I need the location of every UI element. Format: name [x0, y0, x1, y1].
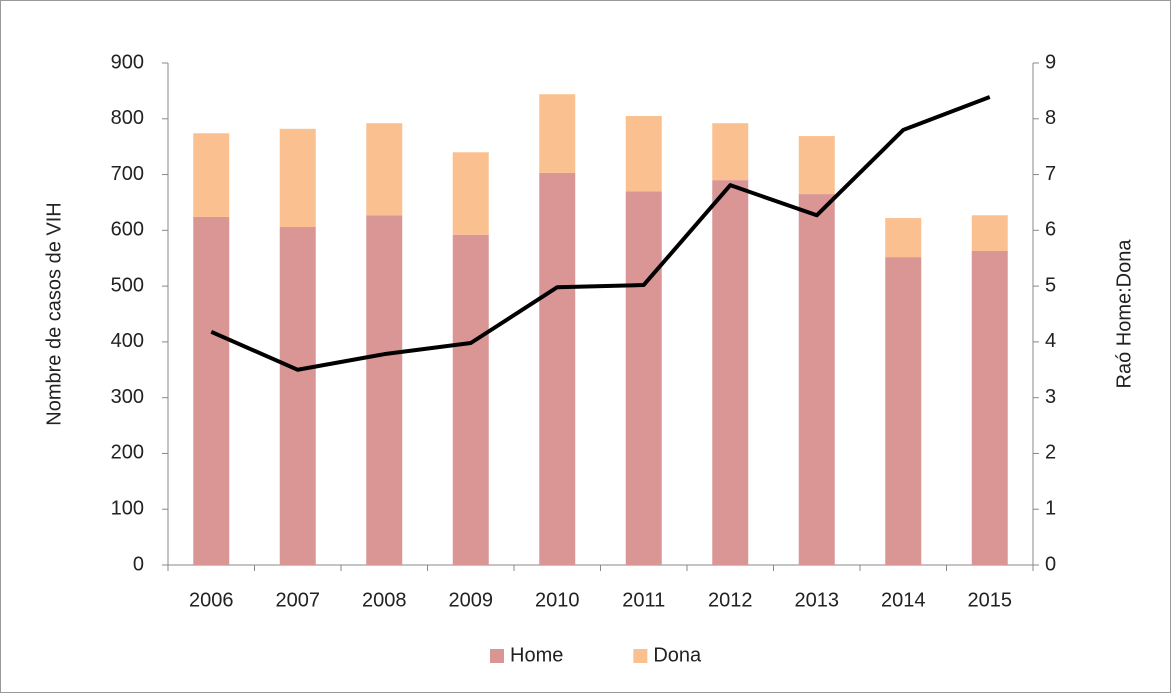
bar: [366, 215, 403, 566]
y2-tick-label: 2: [1045, 442, 1056, 464]
bar: [193, 133, 230, 217]
x-tick-label: 2013: [795, 589, 840, 611]
y2-tick-label: 4: [1045, 330, 1056, 352]
y2-tick-label: 9: [1045, 51, 1056, 73]
y-tick-label: 700: [111, 163, 144, 185]
bar: [798, 194, 835, 566]
x-tick-label: 2015: [968, 589, 1013, 611]
legend-label: Home: [510, 644, 563, 666]
y-tick-label: 600: [111, 219, 144, 241]
bar: [885, 257, 922, 565]
y2-tick-label: 6: [1045, 219, 1056, 241]
y2-tick-label: 3: [1045, 386, 1056, 408]
y2-tick-label: 5: [1045, 274, 1056, 296]
y2-tick-label: 8: [1045, 107, 1056, 129]
y-tick-label: 400: [111, 330, 144, 352]
y-tick-label: 900: [111, 51, 144, 73]
y-tick-label: 300: [111, 386, 144, 408]
bar: [193, 216, 230, 566]
bar: [712, 180, 749, 565]
bar: [971, 215, 1008, 251]
x-tick-label: 2010: [535, 589, 580, 611]
legend-swatch: [490, 649, 504, 663]
bar: [366, 123, 403, 216]
y2-tick-label: 7: [1045, 163, 1056, 185]
bar: [971, 250, 1008, 565]
y2-tick-label: 1: [1045, 498, 1056, 520]
x-tick-label: 2009: [449, 589, 494, 611]
bar: [885, 218, 922, 258]
x-tick-label: 2008: [362, 589, 407, 611]
bar: [798, 136, 835, 195]
bar: [625, 115, 662, 192]
line: [210, 95, 991, 372]
bar: [539, 94, 576, 173]
y-tick-label: 800: [111, 107, 144, 129]
bar: [452, 234, 489, 565]
y2-axis-label: Raó Home:Dona: [1113, 239, 1135, 389]
y-tick-label: 200: [111, 442, 144, 464]
legend-swatch: [633, 649, 648, 663]
bar: [712, 123, 749, 181]
y-tick-label: 0: [133, 553, 144, 575]
bar: [279, 226, 316, 565]
y-tick-label: 100: [111, 498, 144, 520]
y2-tick-label: 0: [1045, 553, 1056, 575]
x-tick-label: 2011: [622, 589, 665, 611]
y-tick-label: 500: [111, 274, 144, 296]
x-tick-label: 2012: [708, 589, 753, 611]
bar: [452, 152, 489, 235]
y-axis-label: Nombre de casos de VIH: [43, 202, 65, 425]
bar: [279, 128, 316, 227]
bar: [625, 191, 662, 566]
x-tick-label: 2007: [276, 589, 321, 611]
legend-label: Dona: [653, 644, 702, 666]
bar: [539, 172, 576, 566]
x-tick-label: 2014: [881, 589, 926, 611]
x-tick-label: 2006: [189, 589, 234, 611]
